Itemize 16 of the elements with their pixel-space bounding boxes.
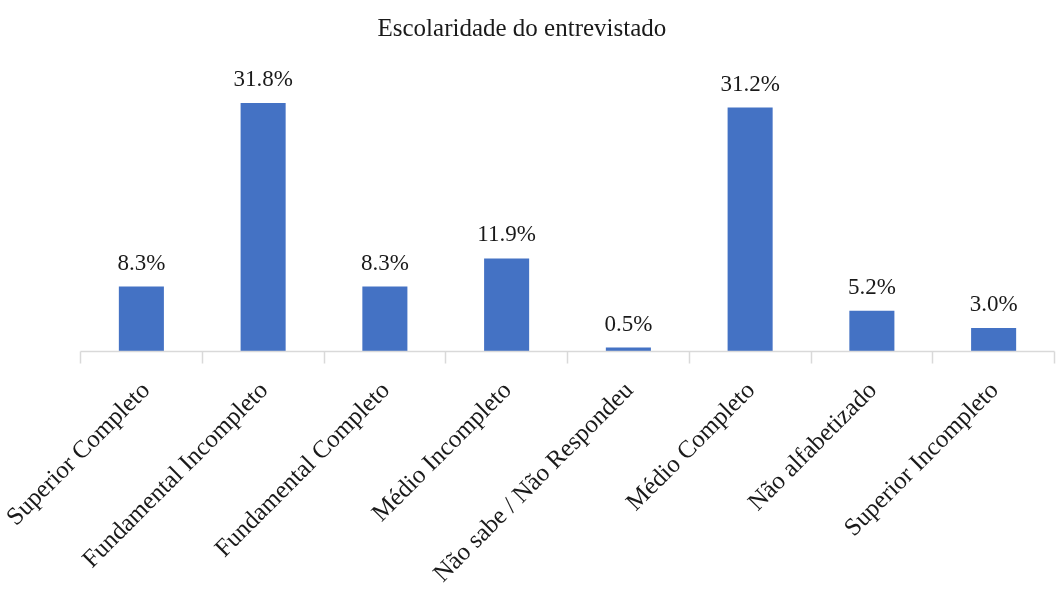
bar [362, 286, 408, 352]
bar [118, 286, 164, 352]
data-label: 11.9% [477, 221, 536, 247]
data-label: 8.3% [360, 249, 409, 275]
bar [971, 328, 1017, 352]
data-label: 31.2% [720, 70, 780, 96]
chart-title: Escolaridade do entrevistado [377, 13, 667, 41]
data-label: 8.3% [117, 249, 166, 275]
data-label: 5.2% [847, 273, 896, 299]
bar [849, 310, 895, 352]
data-label: 3.0% [969, 291, 1018, 317]
bar [484, 258, 530, 352]
data-label: 31.8% [233, 65, 293, 91]
bar [240, 102, 286, 352]
data-label: 0.5% [604, 310, 653, 336]
bar [727, 107, 773, 352]
